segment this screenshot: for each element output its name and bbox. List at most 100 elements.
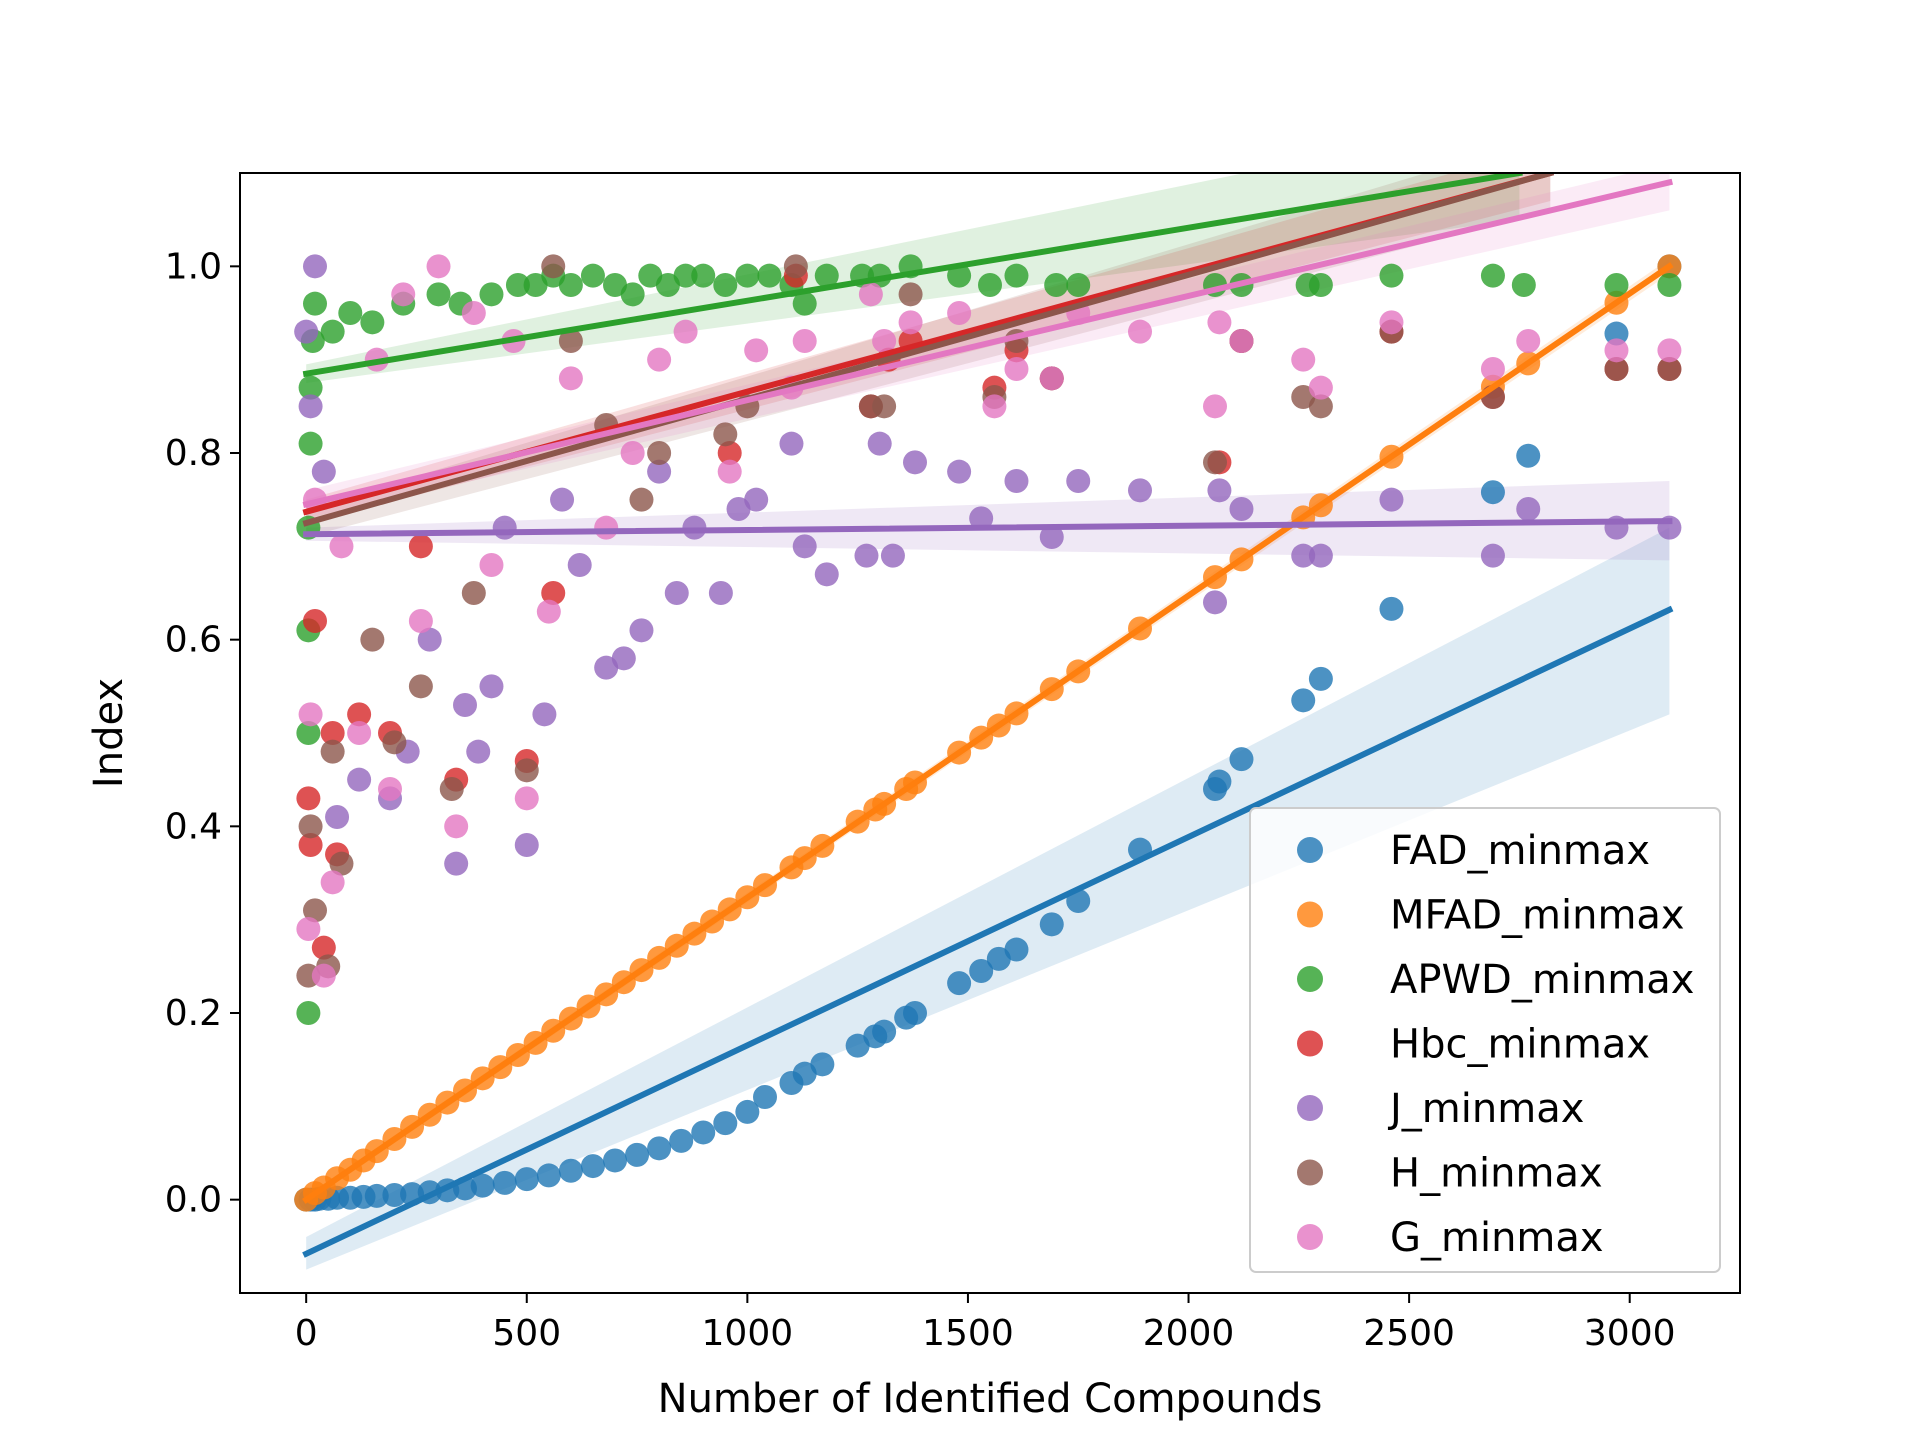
data-point-G_minmax xyxy=(320,870,345,895)
regression-line-APWD_minmax xyxy=(302,173,1523,378)
data-point-G_minmax xyxy=(1128,319,1152,344)
data-point-Hbc_minmax xyxy=(298,833,323,857)
y-tick-label: 0.8 xyxy=(165,433,222,474)
data-point-J_minmax xyxy=(708,581,733,605)
data-point-FAD_minmax xyxy=(713,1111,738,1136)
data-point-FAD_minmax xyxy=(580,1154,605,1179)
data-point-FAD_minmax xyxy=(492,1170,517,1195)
data-point-Hbc_minmax xyxy=(303,609,327,633)
x-tick-label: 2500 xyxy=(1363,1313,1455,1354)
data-point-APWD_minmax xyxy=(296,1001,321,1025)
data-point-G_minmax xyxy=(1207,310,1232,335)
data-point-Hbc_minmax xyxy=(311,935,336,960)
regression-lines xyxy=(302,173,1674,1258)
regression-line-J_minmax xyxy=(303,518,1673,538)
data-point-J_minmax xyxy=(1039,525,1064,549)
data-point-G_minmax xyxy=(898,310,923,335)
data-point-APWD_minmax xyxy=(620,282,645,307)
data-point-G_minmax xyxy=(444,814,469,839)
data-point-J_minmax xyxy=(492,515,517,540)
data-point-H_minmax xyxy=(541,254,566,279)
data-point-APWD_minmax xyxy=(320,319,345,344)
y-tick-label: 0.6 xyxy=(165,620,222,661)
y-tick-label: 1.0 xyxy=(165,246,222,287)
data-point-FAD_minmax xyxy=(603,1148,627,1173)
data-point-FAD_minmax xyxy=(1039,912,1064,937)
data-point-J_minmax xyxy=(792,534,817,559)
data-point-APWD_minmax xyxy=(1044,273,1069,297)
data-point-FAD_minmax xyxy=(1379,596,1404,621)
data-point-G_minmax xyxy=(1516,329,1541,353)
data-point-J_minmax xyxy=(854,543,879,568)
x-tick-label: 1000 xyxy=(702,1313,794,1354)
data-point-H_minmax xyxy=(558,329,583,353)
data-point-APWD_minmax xyxy=(1066,273,1091,297)
legend-marker-Hbc_minmax xyxy=(1297,1030,1323,1057)
data-point-J_minmax xyxy=(1004,469,1029,493)
data-point-FAD_minmax xyxy=(470,1173,495,1198)
data-point-G_minmax xyxy=(1480,357,1505,381)
x-tick-label: 500 xyxy=(492,1313,561,1354)
legend-label: G_minmax xyxy=(1390,1215,1604,1261)
data-point-H_minmax xyxy=(1291,385,1316,409)
data-point-FAD_minmax xyxy=(364,1183,389,1208)
data-point-APWD_minmax xyxy=(638,263,663,288)
data-point-FAD_minmax xyxy=(514,1167,539,1192)
legend-label: MFAD_minmax xyxy=(1390,893,1685,939)
x-tick-label: 1500 xyxy=(922,1313,1014,1354)
data-point-H_minmax xyxy=(1657,357,1682,381)
legend-label: H_minmax xyxy=(1390,1151,1603,1197)
data-point-G_minmax xyxy=(647,347,672,372)
data-point-Hbc_minmax xyxy=(541,581,566,605)
data-point-G_minmax xyxy=(792,329,817,353)
data-point-J_minmax xyxy=(629,618,654,643)
legend-marker-FAD_minmax xyxy=(1297,837,1323,863)
regression-line-H_minmax xyxy=(302,173,1554,527)
data-point-G_minmax xyxy=(673,319,698,344)
data-point-H_minmax xyxy=(872,394,897,419)
data-point-FAD_minmax xyxy=(1229,747,1254,772)
data-point-Hbc_minmax xyxy=(347,702,372,727)
legend-label: J_minmax xyxy=(1387,1086,1584,1132)
data-point-H_minmax xyxy=(320,739,345,764)
data-point-J_minmax xyxy=(1203,590,1227,615)
data-point-J_minmax xyxy=(417,627,442,652)
legend: FAD_minmax MFAD_minmax APWD_minmax Hbc_minm… xyxy=(1249,807,1721,1273)
data-point-FAD_minmax xyxy=(1604,321,1629,346)
data-point-J_minmax xyxy=(567,553,592,577)
data-point-H_minmax xyxy=(783,254,808,279)
data-point-G_minmax xyxy=(1604,338,1629,363)
data-point-H_minmax xyxy=(329,851,354,876)
data-point-FAD_minmax xyxy=(792,1061,817,1086)
data-point-G_minmax xyxy=(1308,375,1333,400)
regression-line-FAD_minmax xyxy=(302,605,1674,1258)
data-point-G_minmax xyxy=(311,963,336,988)
data-point-J_minmax xyxy=(514,833,539,857)
data-point-H_minmax xyxy=(713,422,738,447)
data-point-G_minmax xyxy=(1657,338,1682,363)
data-point-J_minmax xyxy=(814,562,839,587)
data-point-APWD_minmax xyxy=(338,301,363,325)
data-point-FAD_minmax xyxy=(903,1001,927,1025)
data-point-FAD_minmax xyxy=(969,959,994,983)
data-point-G_minmax xyxy=(536,599,561,624)
x-axis-label: Number of Identified Compounds xyxy=(658,1376,1323,1422)
data-point-FAD_minmax xyxy=(669,1128,694,1153)
data-point-J_minmax xyxy=(325,805,350,829)
data-point-Hbc_minmax xyxy=(320,721,345,745)
data-point-H_minmax xyxy=(461,581,486,605)
data-point-APWD_minmax xyxy=(1604,273,1629,297)
data-point-Hbc_minmax xyxy=(717,441,742,465)
data-point-H_minmax xyxy=(1604,357,1629,381)
data-point-APWD_minmax xyxy=(479,282,504,307)
data-point-J_minmax xyxy=(444,851,469,876)
data-point-J_minmax xyxy=(1207,478,1232,503)
data-point-J_minmax xyxy=(311,459,336,484)
data-point-J_minmax xyxy=(1379,487,1404,512)
data-point-J_minmax xyxy=(611,646,636,671)
data-point-APWD_minmax xyxy=(1004,263,1029,288)
data-point-APWD_minmax xyxy=(655,273,680,297)
data-point-J_minmax xyxy=(294,319,319,344)
data-point-J_minmax xyxy=(647,459,672,484)
data-point-G_minmax xyxy=(426,254,451,279)
